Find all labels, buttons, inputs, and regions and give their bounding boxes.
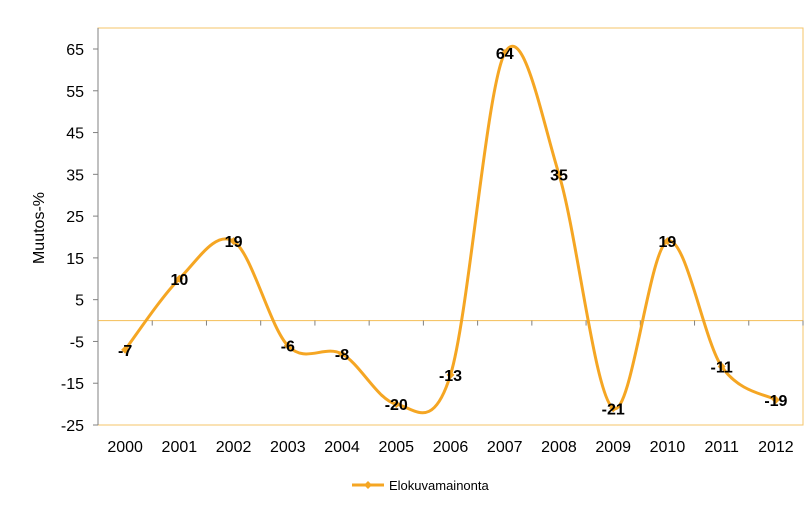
y-axis: -25 -15 -5 5 15 25 35 45 55 65: [61, 28, 99, 435]
data-label: -8: [335, 347, 349, 364]
data-point: [338, 349, 347, 358]
y-tick-label: -25: [61, 418, 84, 435]
data-label: 19: [659, 234, 677, 251]
legend: Elokuvamainonta: [352, 478, 489, 493]
legend-label-elokuvamainonta: Elokuvamainonta: [389, 478, 489, 493]
data-label: 10: [170, 272, 188, 289]
x-axis: 2000 2001 2002 2003 2004 2005 2006 2007 2008 2009…: [97, 319, 804, 456]
x-tick-label: 2003: [270, 439, 306, 456]
data-label: 64: [496, 46, 514, 63]
data-point: [175, 274, 184, 283]
x-tick-label: 2006: [433, 439, 469, 456]
x-tick-label: 2009: [595, 439, 631, 456]
x-tick-label: 2012: [758, 439, 794, 456]
data-labels: -7 10 19 -6 -8 -20 -13 64 35 -21 19 -11 -19: [118, 46, 788, 418]
data-point: [283, 341, 292, 350]
y-tick-label: 45: [66, 126, 84, 143]
data-point: [446, 370, 455, 379]
y-tick-label: -15: [61, 376, 84, 393]
y-tick-label: 5: [75, 293, 84, 310]
y-tick-label: 25: [66, 209, 84, 226]
plot-area: [97, 27, 804, 426]
series-layer: [121, 44, 780, 415]
y-tick-label: 65: [66, 42, 84, 59]
data-label: 35: [550, 167, 568, 184]
x-tick-label: 2008: [541, 439, 577, 456]
data-point: [663, 237, 672, 246]
x-tick-label: 2004: [324, 439, 360, 456]
y-tick-label: 35: [66, 167, 84, 184]
data-point: [392, 400, 401, 409]
data-label: -13: [439, 368, 462, 385]
data-point: [771, 395, 780, 404]
x-tick-label: 2005: [378, 439, 414, 456]
x-tick-label: 2007: [487, 439, 523, 456]
data-label: -21: [602, 401, 625, 418]
plot-border: [97, 27, 804, 426]
x-tick-label: 2000: [107, 439, 143, 456]
data-point: [554, 170, 563, 179]
y-tick-label: 15: [66, 251, 84, 268]
data-label: -11: [711, 360, 733, 377]
y-axis-title: Muutos-%: [31, 192, 48, 264]
data-point: [500, 49, 509, 58]
data-label: -19: [764, 393, 787, 410]
series-line-elokuvamainonta: [123, 44, 777, 415]
data-point: [229, 237, 238, 246]
data-point: [609, 404, 618, 413]
x-tick-label: 2010: [650, 439, 686, 456]
data-label: -7: [118, 343, 132, 360]
y-tick-label: 55: [66, 84, 84, 101]
data-label: -20: [385, 397, 408, 414]
x-tick-label: 2001: [162, 439, 198, 456]
data-label: 19: [225, 234, 243, 251]
x-tick-label: 2011: [704, 439, 739, 456]
legend-marker-elokuvamainonta: [364, 481, 372, 489]
data-point: [717, 362, 726, 371]
y-tick-label: -5: [70, 334, 84, 351]
data-point: [121, 345, 130, 354]
x-tick-label: 2002: [216, 439, 252, 456]
data-label: -6: [281, 339, 295, 356]
